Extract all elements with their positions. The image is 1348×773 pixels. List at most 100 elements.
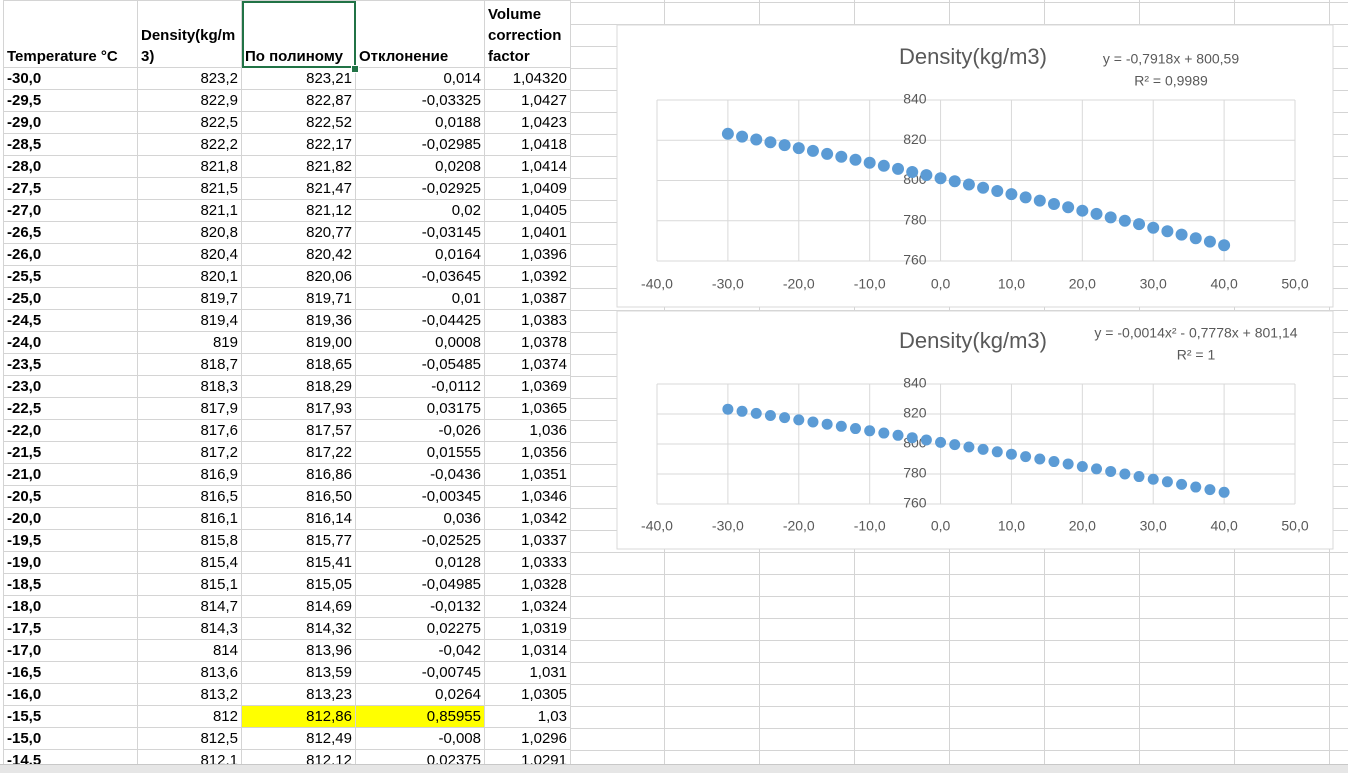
table-cell: 819,36 [241,309,356,332]
table-row: -30,0 823,2 823,21 0,014 1,04320 [3,67,571,90]
data-point [1147,221,1160,234]
data-point [779,412,791,424]
x-tick-label: 50,0 [1281,276,1308,292]
data-point [750,133,763,146]
data-point [1204,484,1216,496]
x-tick-label: 10,0 [998,518,1025,534]
table-row: -22,0 817,6 817,57 -0,026 1,036 [3,419,571,442]
table-row: -20,5 816,5 816,50 -0,00345 1,0346 [3,485,571,508]
data-point [1019,191,1032,204]
table-cell: 1,0324 [484,595,571,618]
data-point [764,136,777,149]
table-cell: -16,5 [3,661,138,684]
table-cell: 1,0328 [484,573,571,596]
x-tick-label: -20,0 [783,518,815,534]
data-point [1005,448,1017,460]
table-cell: -29,0 [3,111,138,134]
table-row: -27,5 821,5 821,47 -0,02925 1,0409 [3,177,571,200]
table-cell: -30,0 [3,67,138,90]
table-row: -16,0 813,2 813,23 0,0264 1,0305 [3,683,571,706]
column-header: Volume correction factor [484,0,571,68]
data-point [1189,232,1202,245]
table-row: -28,5 822,2 822,17 -0,02985 1,0418 [3,133,571,156]
table-cell: 822,9 [137,89,242,112]
x-tick-label: 20,0 [1069,518,1096,534]
data-point [1091,463,1103,475]
table-cell: -0,03645 [355,265,485,288]
table-row: -23,0 818,3 818,29 -0,0112 1,0369 [3,375,571,398]
chart-area [616,310,1334,550]
table-cell: 815,77 [241,529,356,552]
data-point [1118,214,1131,227]
data-point [1161,476,1173,488]
table-cell: 0,0208 [355,155,485,178]
data-point [892,162,905,175]
data-point [1090,207,1103,220]
data-point [1147,473,1159,485]
table-cell: 821,82 [241,155,356,178]
table-cell: -0,02525 [355,529,485,552]
x-tick-label: 0,0 [931,276,951,292]
data-point [792,142,805,155]
data-point [835,150,848,163]
x-tick-label: 10,0 [998,276,1025,292]
table-cell: 822,5 [137,111,242,134]
data-point [1020,451,1032,463]
data-point [1104,211,1117,224]
data-point [1062,458,1074,470]
data-point [991,184,1004,197]
table-cell: 823,21 [241,67,356,90]
data-point [1034,453,1046,465]
data-point [935,436,947,448]
table-cell: -0,02925 [355,177,485,200]
data-point [963,441,975,453]
table-row: -29,0 822,5 822,52 0,0188 1,0423 [3,111,571,134]
table-row: -24,5 819,4 819,36 -0,04425 1,0383 [3,309,571,332]
scrollbar[interactable] [0,764,1348,773]
data-point [821,147,834,160]
table-cell: 819,4 [137,309,242,332]
table-cell: 814,32 [241,617,356,640]
y-tick-label: 760 [903,495,927,511]
data-point [1119,468,1131,480]
data-point [1133,218,1146,231]
chart-area [616,24,1334,308]
selection-handle[interactable] [351,65,359,73]
x-tick-label: 20,0 [1069,276,1096,292]
data-point [906,432,918,444]
table-cell: 821,8 [137,155,242,178]
table-row: -24,0 819 819,00 0,0008 1,0378 [3,331,571,354]
table-row: -20,0 816,1 816,14 0,036 1,0342 [3,507,571,530]
data-point [736,405,748,417]
x-tick-label: -10,0 [854,518,886,534]
table-row: -15,0 812,5 812,49 -0,008 1,0296 [3,727,571,750]
table-cell: 1,0296 [484,727,571,750]
data-point [948,175,961,188]
table-row: -26,0 820,4 820,42 0,0164 1,0396 [3,243,571,266]
data-point [962,178,975,191]
x-tick-label: -20,0 [783,276,815,292]
table-cell: 1,0401 [484,221,571,244]
table-cell: 813,59 [241,661,356,684]
trendline-label: R² = 1 [1177,347,1216,363]
table-cell: 813,96 [241,639,356,662]
x-tick-label: -40,0 [641,518,673,534]
table-cell: -0,042 [355,639,485,662]
data-point [1218,239,1231,252]
y-tick-label: 820 [903,131,927,147]
data-point [1133,471,1145,483]
table-row: -15,5 812 812,86 0,85955 1,03 [3,705,571,728]
table-cell: 1,0342 [484,507,571,530]
data-point [1161,225,1174,238]
data-point [892,429,904,441]
table-cell: 1,0346 [484,485,571,508]
data-point [1048,456,1060,468]
table-cell: 0,85955 [355,705,485,728]
table-row: -18,0 814,7 814,69 -0,0132 1,0324 [3,595,571,618]
table-cell: 1,0374 [484,353,571,376]
table-row: -21,5 817,2 817,22 0,01555 1,0356 [3,441,571,464]
table-cell: 1,0305 [484,683,571,706]
table-row: -19,0 815,4 815,41 0,0128 1,0333 [3,551,571,574]
table-cell: 1,0409 [484,177,571,200]
